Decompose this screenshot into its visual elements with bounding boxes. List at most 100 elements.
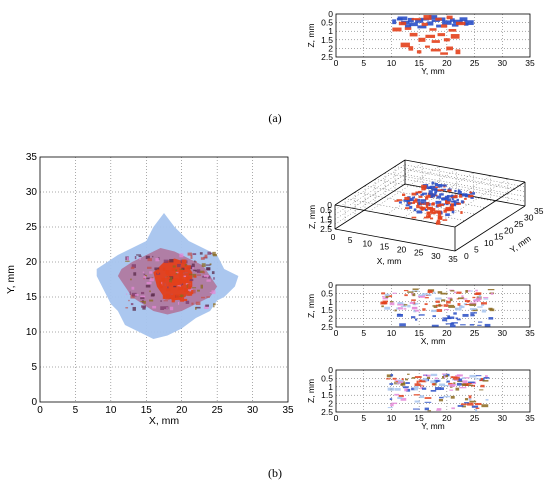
data-point bbox=[403, 308, 407, 310]
texture-speck bbox=[143, 300, 146, 304]
data-point bbox=[456, 382, 462, 386]
data-point bbox=[404, 24, 412, 28]
data-point bbox=[449, 324, 456, 328]
texture-speck bbox=[130, 303, 134, 306]
texture-speck bbox=[130, 266, 135, 270]
data-point bbox=[415, 309, 420, 312]
data-point bbox=[400, 383, 404, 386]
texture-speck bbox=[142, 306, 146, 310]
core-speck bbox=[179, 270, 183, 274]
x-tick-label: 5 bbox=[361, 413, 366, 423]
data-point bbox=[460, 403, 467, 406]
x-tick-label: 15 bbox=[380, 241, 390, 251]
texture-speck bbox=[131, 286, 135, 290]
texture-speck bbox=[152, 255, 154, 258]
data-point bbox=[417, 198, 421, 202]
data-point bbox=[416, 380, 419, 384]
data-point bbox=[438, 399, 444, 402]
data-point bbox=[445, 323, 453, 325]
data-point bbox=[405, 378, 409, 381]
grid-line bbox=[386, 169, 457, 215]
core-speck bbox=[187, 283, 192, 289]
core-speck bbox=[165, 295, 170, 300]
core-speck bbox=[181, 259, 187, 264]
data-point bbox=[483, 377, 490, 379]
data-point bbox=[447, 315, 450, 318]
x-tick-label: 15 bbox=[141, 405, 153, 416]
x-axis-label: Y, mm bbox=[421, 66, 444, 76]
x-axis-label: Y, mm bbox=[421, 421, 444, 431]
data-point bbox=[453, 19, 463, 24]
data-point bbox=[384, 306, 391, 310]
data-point bbox=[481, 303, 485, 307]
data-point bbox=[420, 201, 425, 204]
texture-speck bbox=[125, 260, 130, 262]
data-point bbox=[420, 387, 424, 390]
y-axis-label: Z, mm bbox=[306, 23, 316, 47]
data-point bbox=[381, 292, 386, 295]
data-point bbox=[399, 323, 406, 327]
data-point bbox=[433, 305, 438, 308]
data-point bbox=[400, 397, 407, 401]
texture-speck bbox=[194, 260, 196, 263]
data-point bbox=[450, 34, 460, 39]
data-point bbox=[412, 302, 419, 305]
y-tick-label: 0.5 bbox=[321, 288, 333, 298]
data-point bbox=[463, 298, 468, 300]
data-point bbox=[409, 32, 418, 37]
texture-speck bbox=[149, 271, 153, 274]
data-point bbox=[397, 302, 404, 305]
y-tick-label: 35 bbox=[534, 206, 544, 216]
texture-speck bbox=[199, 252, 203, 255]
y-tick-label: 30 bbox=[26, 187, 38, 198]
texture-speck bbox=[181, 283, 184, 286]
data-point bbox=[446, 380, 450, 383]
texture-speck bbox=[164, 276, 169, 278]
y-tick-label: 2 bbox=[328, 399, 333, 409]
data-point bbox=[460, 305, 465, 309]
data-point bbox=[404, 294, 408, 297]
box-edge bbox=[404, 159, 526, 183]
plot-frame bbox=[335, 284, 531, 328]
data-point bbox=[465, 290, 471, 292]
y-tick-label: 1 bbox=[328, 297, 333, 307]
data-point bbox=[462, 313, 469, 317]
texture-speck bbox=[160, 281, 163, 286]
texture-speck bbox=[130, 278, 132, 281]
data-point bbox=[437, 216, 442, 220]
data-point bbox=[404, 207, 410, 210]
data-point bbox=[439, 193, 444, 196]
data-point bbox=[471, 405, 479, 408]
data-point bbox=[401, 303, 406, 306]
texture-speck bbox=[146, 281, 152, 285]
core-speck bbox=[161, 277, 166, 282]
data-point bbox=[448, 382, 453, 385]
x-tick-label: 10 bbox=[387, 58, 397, 68]
box-edge bbox=[334, 228, 456, 252]
data-point bbox=[437, 291, 443, 294]
x-tick-label: 5 bbox=[361, 328, 366, 338]
data-point bbox=[456, 198, 459, 202]
data-point bbox=[474, 402, 482, 406]
data-point bbox=[401, 378, 404, 381]
data-point bbox=[431, 324, 439, 327]
x-tick-label: 25 bbox=[470, 413, 480, 423]
y-tick-label: 1.5 bbox=[321, 390, 333, 400]
data-point bbox=[436, 204, 441, 207]
data-point bbox=[424, 407, 429, 411]
x-tick-label: 5 bbox=[361, 58, 366, 68]
data-point bbox=[415, 318, 418, 321]
data-point bbox=[394, 393, 400, 396]
data-point bbox=[437, 210, 442, 215]
data-point bbox=[466, 300, 470, 303]
data-point bbox=[464, 398, 468, 401]
data-point bbox=[395, 382, 402, 384]
x-tick-label: 10 bbox=[387, 413, 397, 423]
x-tick-label: 0 bbox=[334, 328, 339, 338]
panel-label-b: (b) bbox=[268, 466, 282, 480]
data-point bbox=[485, 375, 488, 378]
data-point bbox=[394, 200, 399, 202]
texture-speck bbox=[196, 274, 201, 276]
y-tick-label: 0 bbox=[328, 9, 333, 19]
